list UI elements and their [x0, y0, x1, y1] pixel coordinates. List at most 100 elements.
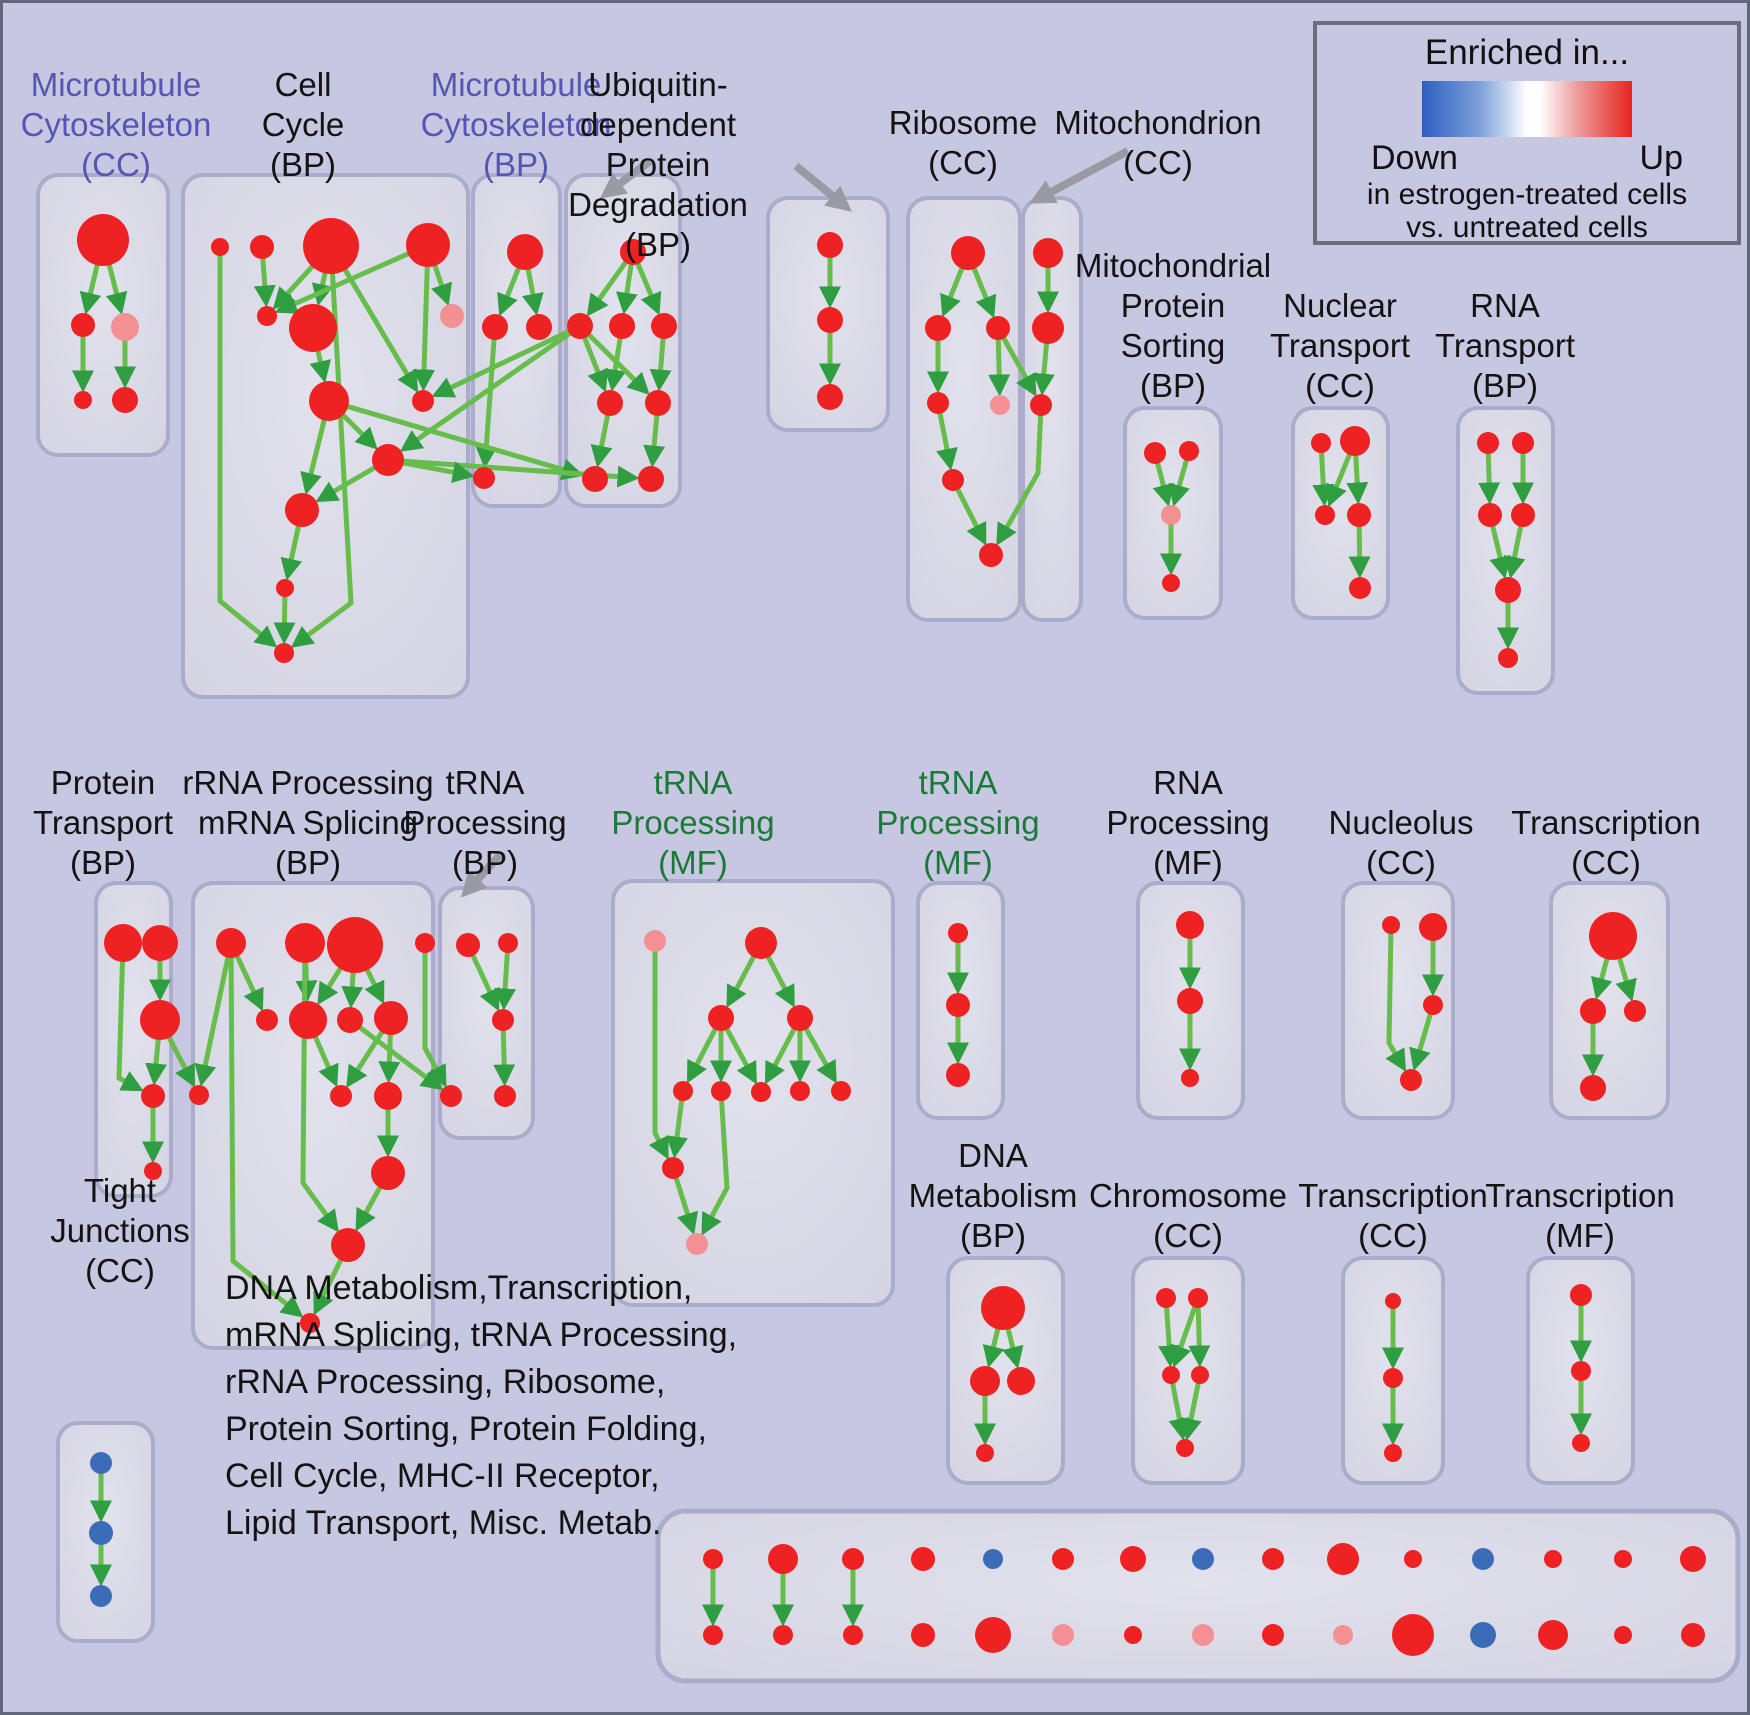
summary-node-top-10: [1404, 1550, 1422, 1568]
summary-node-top-2: [842, 1548, 864, 1570]
edge-ubiquitin-a: [649, 337, 672, 392]
node-dna-metab-3: [976, 1444, 994, 1462]
edge-trna-bp: [493, 1029, 516, 1087]
edge-ubiquitin-a: [616, 263, 638, 315]
edge-microtubule-bp: [475, 338, 498, 469]
node-trna-mf-big-3: [787, 1005, 813, 1031]
node-rrna-1: [285, 923, 325, 963]
edge-nuclear-transport: [1326, 453, 1353, 508]
edge-rrna: [312, 1035, 339, 1088]
edge-rrna: [228, 956, 304, 1318]
cluster-box-rna-transport: [1456, 406, 1555, 695]
annotation-arrow: [599, 157, 653, 199]
edge-dna-metab: [1002, 1327, 1024, 1369]
node-rrna-10: [374, 1082, 402, 1110]
node-trna-bp-0: [456, 933, 480, 957]
edge-mito-sorting: [1152, 462, 1175, 507]
node-transcription-cc2-1: [1580, 998, 1606, 1024]
node-tight-junctions-1: [89, 1521, 113, 1545]
node-tight-junctions-2: [90, 1585, 112, 1607]
cluster-label-microtubule-cc: Microtubule Cytoskeleton (CC): [20, 66, 212, 183]
note-line: rRNA Processing, Ribosome,: [225, 1363, 666, 1401]
edge-cell-cycle: [315, 465, 377, 503]
node-trna-mf-big-9: [662, 1157, 684, 1179]
summary-node-bottom-12: [1538, 1620, 1568, 1650]
summary-node-bottom-3: [911, 1623, 935, 1647]
node-microtubule-bp-2: [526, 314, 552, 340]
node-nuclear-transport-3: [1347, 503, 1371, 527]
cluster-label-rna-processing: RNA Processing (MF): [1106, 764, 1270, 881]
node-ubiquitin-b-2: [817, 384, 843, 410]
edge-trna-mf-big: [648, 951, 669, 1160]
summary-node-top-5: [1052, 1548, 1074, 1570]
node-trna-bp-1: [498, 933, 518, 953]
edge-cell-cycle: [309, 349, 332, 383]
node-cell-cycle-0: [211, 238, 229, 256]
edge-microtubule-bp: [497, 266, 522, 317]
node-mitochondrion-2: [1030, 394, 1052, 416]
edge-ubiquitin-a: [643, 414, 666, 468]
node-transcription-mf-1: [1571, 1361, 1591, 1381]
annotation-arrow: [1029, 147, 1130, 204]
node-transcription-cc3-1: [1383, 1368, 1403, 1388]
edge-trna-mf-big: [803, 1027, 837, 1084]
edge-cell-cycle: [431, 264, 453, 307]
node-ubiquitin-a-4: [597, 390, 623, 416]
legend-up-label: Up: [1639, 139, 1683, 177]
node-trna-mf-big-8: [831, 1081, 851, 1101]
edge-rna-transport: [1503, 525, 1526, 579]
note-line: Protein Sorting, Protein Folding,: [225, 1410, 707, 1448]
edge-nuclear-transport: [1348, 525, 1371, 579]
edge-trna-mf-big: [666, 1099, 688, 1159]
node-trna-mf-big-2: [708, 1005, 734, 1031]
node-ribosome-1: [925, 315, 951, 341]
edge-cell-cycle: [311, 271, 334, 307]
cluster-label-trna-bp: tRNA Processing (BP): [403, 764, 567, 881]
edge-mito-sorting: [1168, 459, 1190, 507]
cluster-label-tight-junctions: Tight Junctions (CC): [50, 1172, 190, 1289]
edge-nuclear-transport: [1346, 454, 1369, 505]
node-trna-mf-big-5: [711, 1081, 731, 1101]
node-microtubule-cc-0: [77, 214, 129, 266]
node-microtubule-bp-1: [482, 314, 508, 340]
edge-ubiquitin-a: [590, 414, 613, 468]
node-rrna-5: [289, 1001, 327, 1039]
node-ubiquitin-a-1: [567, 313, 593, 339]
edge-ubiquitin-a: [586, 332, 650, 395]
edge-rrna: [341, 971, 364, 1009]
edge-protein-transport: [145, 1038, 167, 1086]
cluster-label-transcription-cc2: Transcription (CC): [1511, 804, 1701, 881]
node-protein-transport-4: [144, 1162, 162, 1180]
legend-caption-line2: vs. untreated cells: [1406, 211, 1648, 244]
legend-title: Enriched in...: [1424, 33, 1630, 72]
node-microtubule-cc-2: [111, 313, 139, 341]
edge-protein-transport: [116, 960, 144, 1092]
node-cell-cycle-5: [289, 304, 337, 352]
summary-node-top-8: [1262, 1548, 1284, 1570]
node-chromosome-1: [1188, 1288, 1208, 1308]
edge-rrna: [378, 1033, 401, 1084]
edge-nuclear-transport: [1312, 451, 1335, 507]
node-rna-transport-4: [1495, 577, 1521, 603]
node-rrna-9: [189, 1085, 209, 1105]
edge-trna-mf-big: [673, 1176, 699, 1235]
node-rrna-8: [330, 1085, 352, 1107]
node-nuclear-transport-0: [1311, 433, 1331, 453]
node-cell-cycle-2: [303, 218, 359, 274]
edge-trna-bp: [470, 953, 500, 1012]
edge-cell-cycle: [340, 412, 378, 450]
node-microtubule-cc-1: [71, 313, 95, 337]
node-mito-sorting-2: [1161, 505, 1181, 525]
edge-rrna: [317, 966, 343, 1006]
cross-edge: [166, 1035, 196, 1088]
cluster-label-microtubule-bp: Microtubule Cytoskeleton (BP): [420, 66, 612, 183]
edge-cell-cycle: [300, 418, 327, 495]
cross-edge: [358, 1025, 444, 1091]
summary-node-top-7: [1192, 1548, 1214, 1570]
summary-node-top-4: [983, 1549, 1003, 1569]
node-rna-transport-3: [1511, 503, 1535, 527]
edge-trna-mf-big: [764, 1027, 797, 1085]
node-rna-processing-1: [1177, 988, 1203, 1014]
node-nucleolus-0: [1382, 916, 1400, 934]
cross-edge: [346, 403, 584, 481]
